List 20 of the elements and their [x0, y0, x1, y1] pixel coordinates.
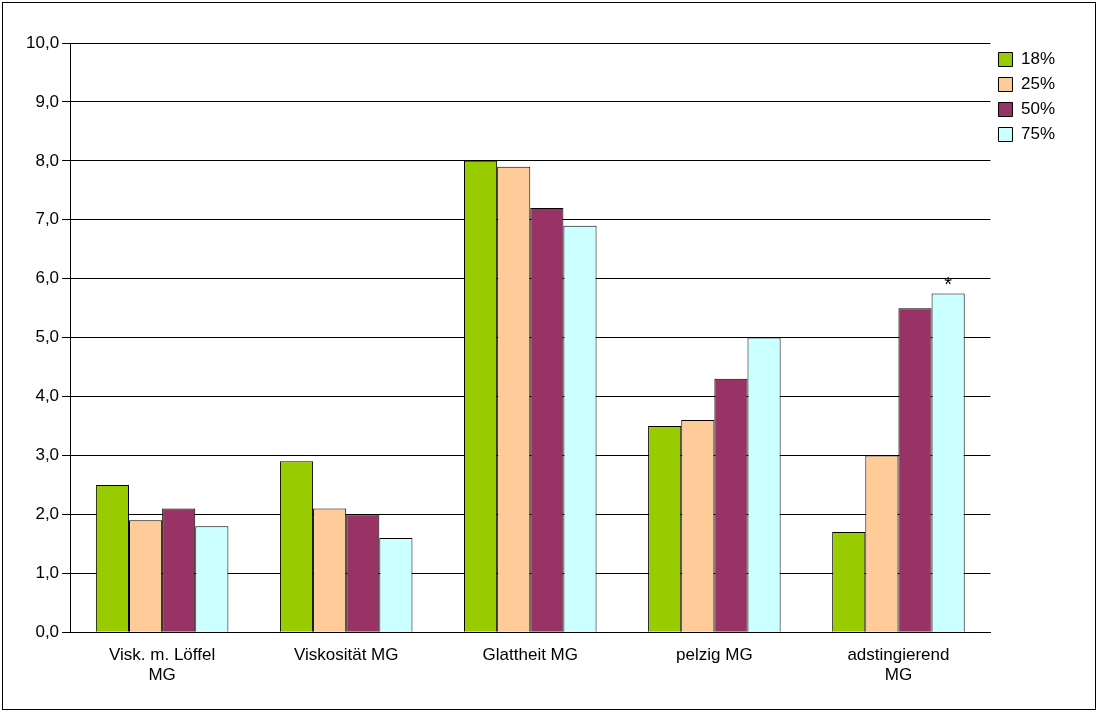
x-tick-label: Visk. m. Löffel MG [109, 645, 216, 685]
y-tick-label: 9,0 [35, 91, 60, 111]
x-tick-label: Glattheit MG [482, 645, 578, 665]
legend-label: 18% [1020, 49, 1056, 69]
y-tick-label: 7,0 [35, 209, 60, 229]
y-tick-label: 10,0 [25, 32, 60, 52]
y-tick-label: 5,0 [35, 327, 60, 347]
y-tick-label: 0,0 [35, 621, 60, 641]
x-tick-label: Viskosität MG [293, 645, 399, 665]
legend-label: 50% [1020, 99, 1056, 119]
y-tick-label: 8,0 [35, 150, 60, 170]
y-tick-label: 2,0 [35, 504, 60, 524]
legend-label: 25% [1020, 74, 1056, 94]
y-tick-label: 3,0 [35, 445, 60, 465]
y-tick-label: 1,0 [35, 562, 60, 582]
x-tick-label: pelzig MG [676, 645, 753, 665]
y-tick-label: 4,0 [35, 386, 60, 406]
y-tick-label: 6,0 [35, 268, 60, 288]
legend-label: 75% [1020, 124, 1056, 144]
x-tick-label: adstingierend MG [847, 645, 950, 685]
